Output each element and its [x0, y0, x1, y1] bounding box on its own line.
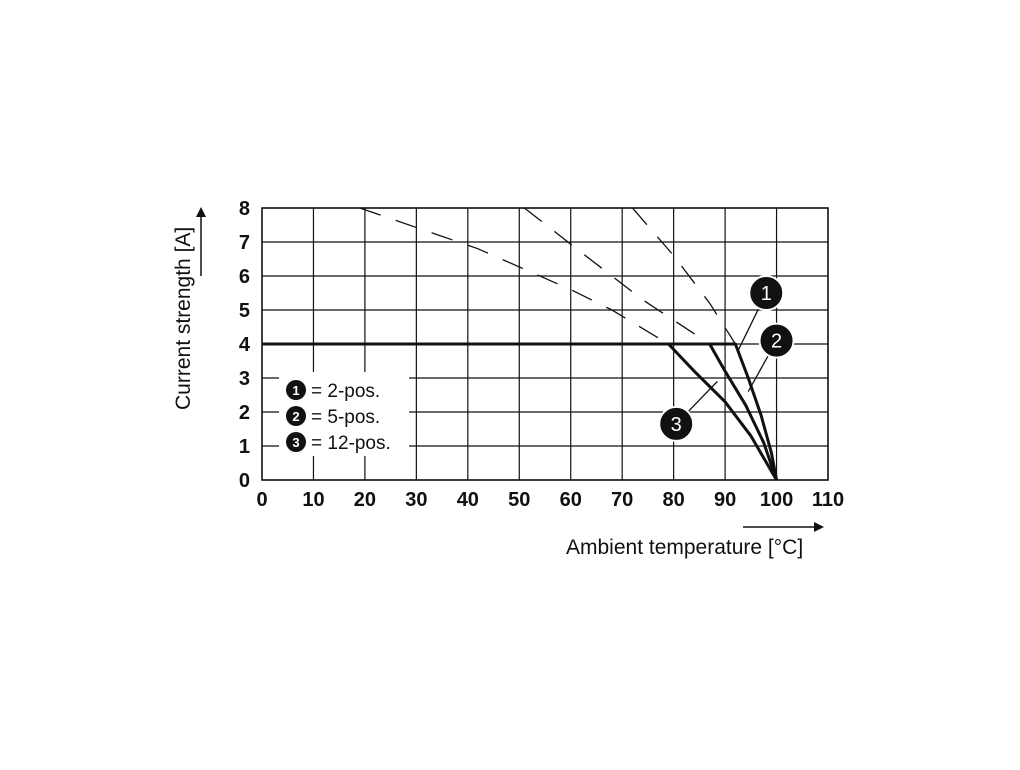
y-tick-label: 3 [239, 368, 250, 390]
x-tick-label: 60 [560, 489, 582, 511]
y-tick-label: 5 [239, 300, 250, 322]
legend-marker-3 [286, 432, 306, 452]
x-tick-label: 0 [256, 489, 267, 511]
y-tick-label: 2 [239, 402, 250, 424]
series-1-line [262, 342, 779, 481]
x-tick-label: 50 [508, 489, 530, 511]
callout-1-badge [748, 275, 785, 311]
y-tick-label: 8 [239, 198, 250, 220]
callout-3-badge [658, 405, 695, 442]
callouts: 1 2 3 [658, 275, 795, 442]
y-tick-label: 4 [239, 334, 251, 356]
x-tick-label: 30 [405, 489, 427, 511]
legend-entry-text: = 5-pos. [311, 407, 380, 428]
x-tick-label: 100 [760, 489, 793, 511]
x-tick-label: 80 [663, 489, 685, 511]
tick-labels: 0 10 20 30 40 50 60 70 80 90 100 110 0 1 2 3 4 5 6 7 8 [239, 198, 844, 511]
y-tick-label: 0 [239, 470, 250, 492]
legend-marker-number: 1 [292, 383, 299, 398]
y-tick-label: 1 [239, 436, 250, 458]
x-tick-label: 20 [354, 489, 376, 511]
legend-entry-text: = 12-pos. [311, 433, 391, 454]
x-tick-label: 40 [457, 489, 479, 511]
callout-2-label: 2 [771, 331, 782, 353]
legend-marker-2 [286, 406, 306, 426]
y-axis-label: Current strength [A] [172, 227, 195, 410]
x-tick-label: 70 [611, 489, 633, 511]
legend: 1 = 2-pos. 2 = 5-pos. 3 = 12-pos. [279, 372, 409, 456]
legend-entry-text: = 2-pos. [311, 381, 380, 402]
x-tick-label: 10 [302, 489, 324, 511]
x-tick-label: 110 [812, 489, 844, 511]
x-axis-label: Ambient temperature [°C] [566, 536, 803, 559]
y-tick-label: 6 [239, 266, 250, 288]
legend-marker-number: 3 [292, 435, 299, 450]
series-1-dashed-line [631, 207, 736, 345]
legend-marker-number: 2 [292, 409, 299, 424]
series-layer [262, 207, 779, 481]
series-3-dashed-line [359, 207, 669, 345]
callout-2-badge [758, 322, 795, 359]
y-tick-label: 7 [239, 232, 250, 254]
series-3-line [262, 342, 778, 481]
series-2-line [262, 342, 778, 481]
legend-marker-1 [286, 380, 306, 400]
callout-3-label: 3 [671, 414, 682, 436]
x-tick-label: 90 [714, 489, 736, 511]
callout-1-label: 1 [761, 283, 772, 305]
